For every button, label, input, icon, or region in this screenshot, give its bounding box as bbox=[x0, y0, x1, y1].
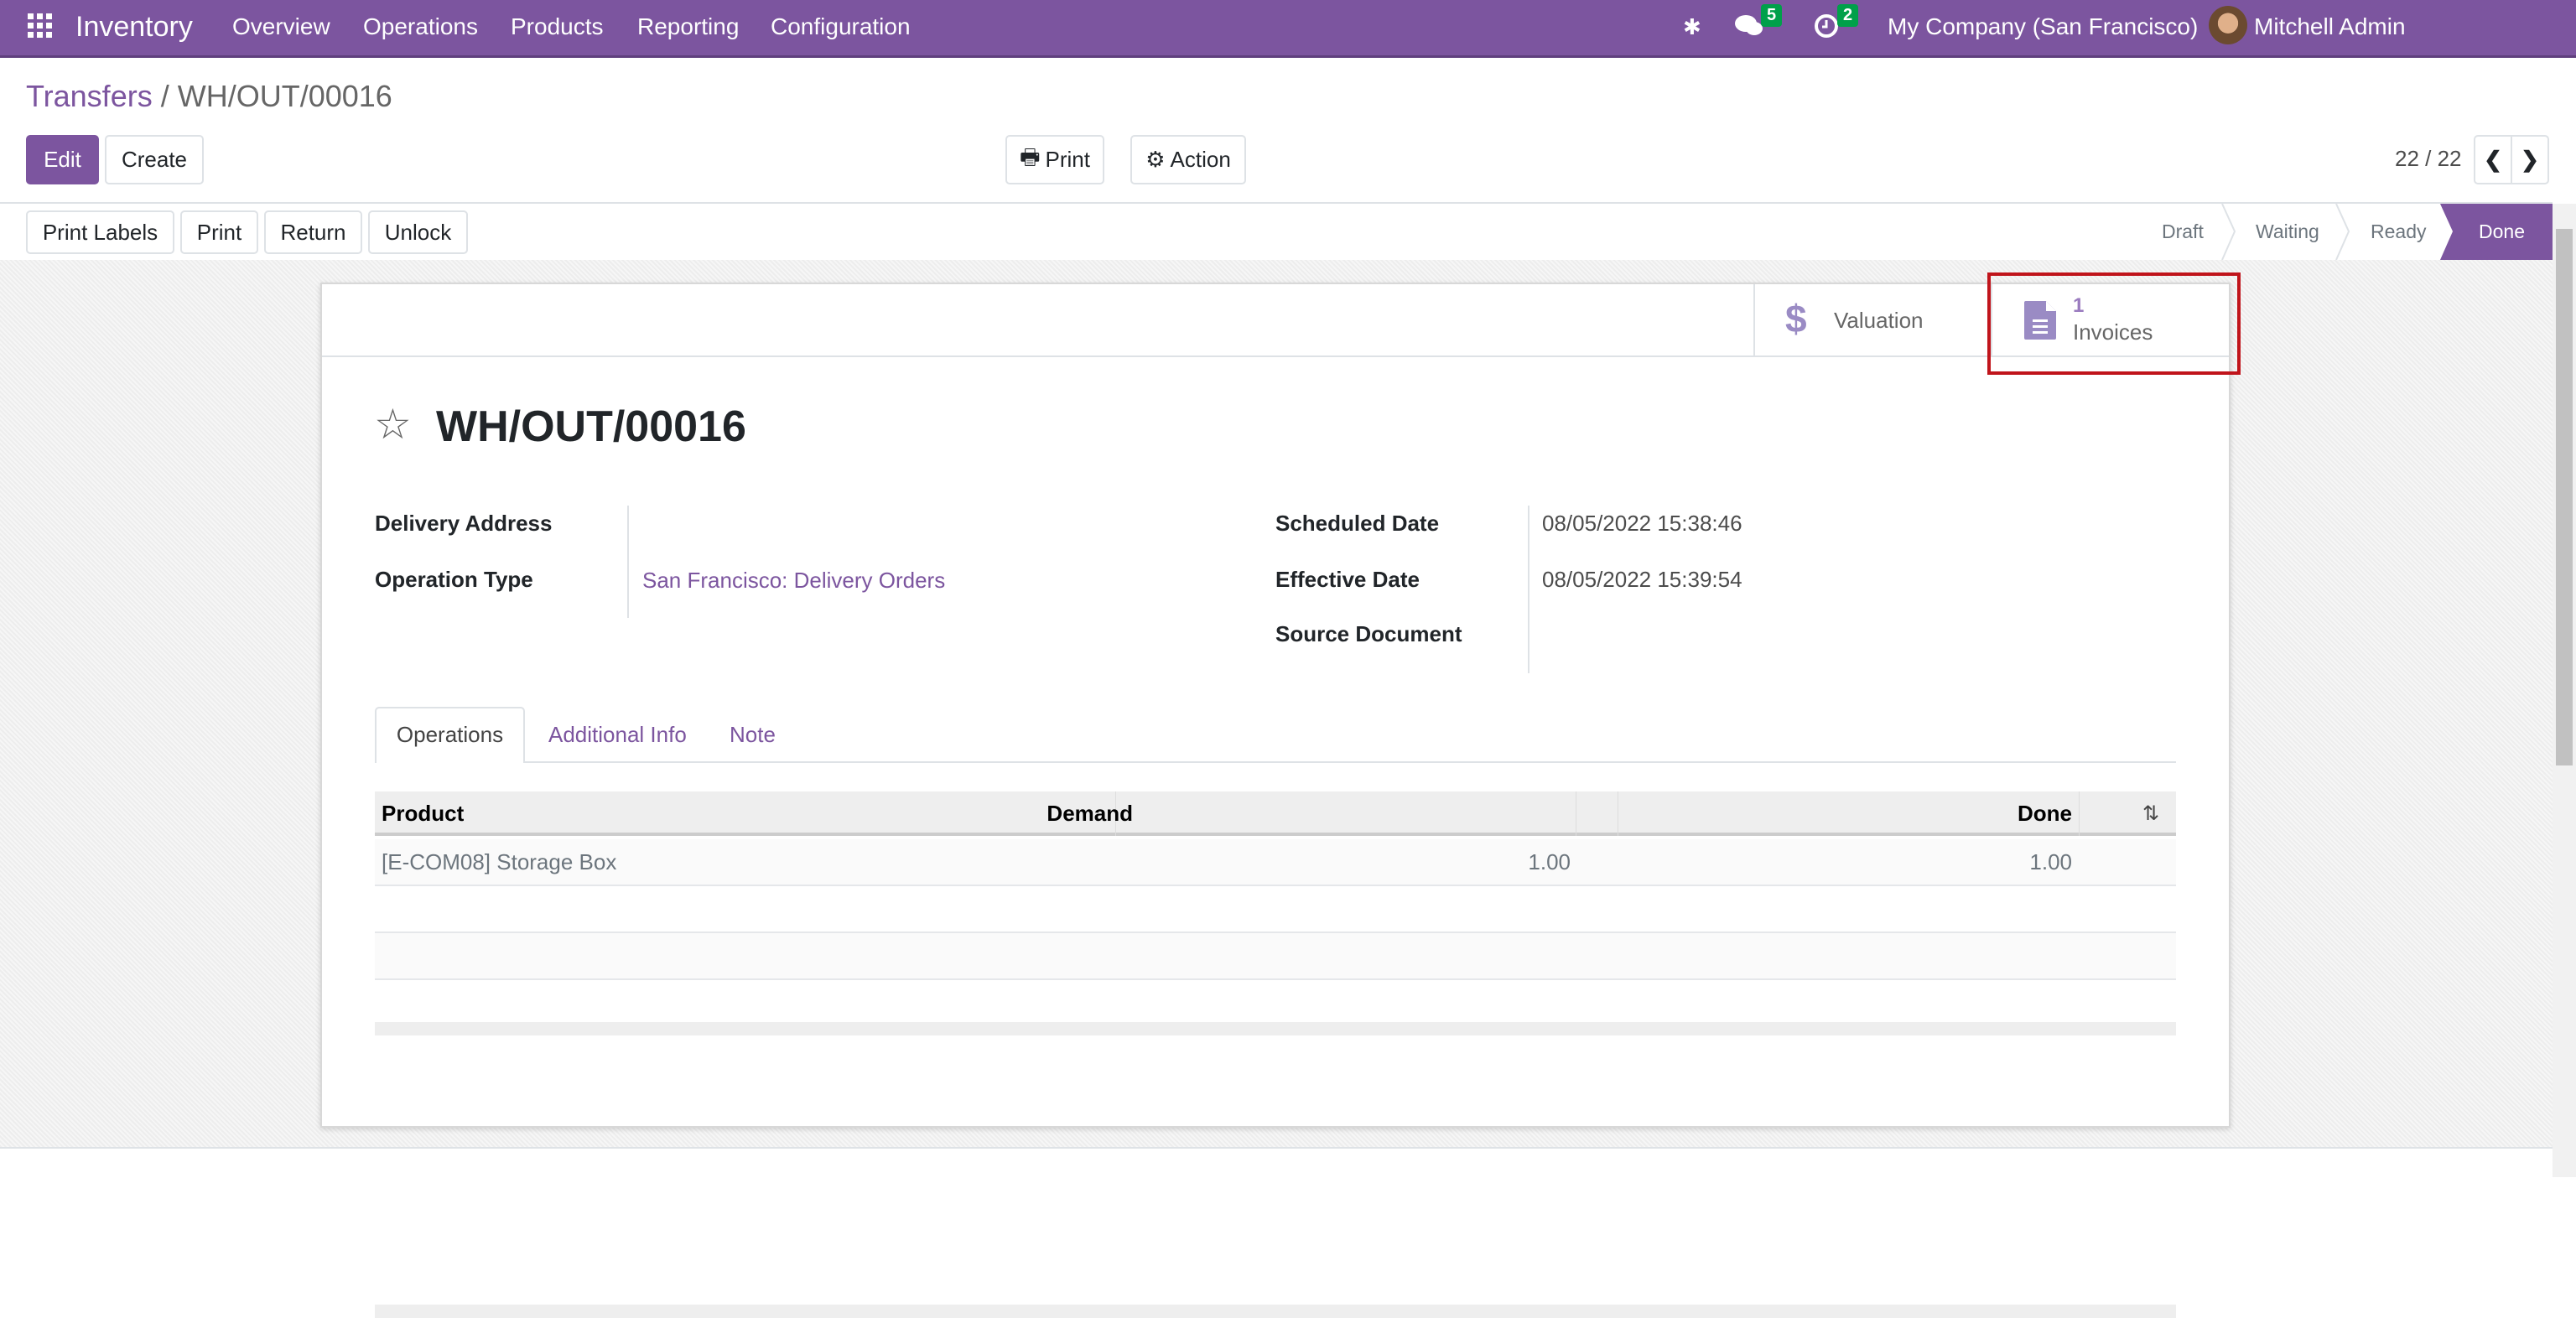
status-waiting[interactable]: Waiting bbox=[2256, 221, 2319, 242]
form-sheet: $ Valuation 1 Invoices ☆ WH/OUT/00016 De… bbox=[320, 283, 2231, 1318]
edit-button[interactable]: Edit bbox=[26, 135, 99, 184]
tab-additional-info[interactable]: Additional Info bbox=[548, 722, 687, 747]
tab-operations[interactable]: Operations bbox=[375, 707, 525, 763]
highlight-box bbox=[1987, 272, 2241, 375]
pager-previous-button[interactable]: ❮ bbox=[2474, 135, 2512, 184]
scheduled-date-value: 08/05/2022 15:38:46 bbox=[1542, 511, 1742, 536]
field-separator bbox=[1528, 506, 1530, 673]
valuation-label: Valuation bbox=[1834, 308, 1924, 333]
app-name[interactable]: Inventory bbox=[75, 11, 193, 43]
dollar-icon: $ bbox=[1785, 297, 1807, 340]
favorite-star-icon[interactable]: ☆ bbox=[374, 401, 412, 448]
col-done[interactable]: Done bbox=[2018, 801, 2072, 826]
action-menu-button[interactable]: ⚙ Action bbox=[1130, 135, 1246, 184]
status-ready[interactable]: Ready bbox=[2371, 221, 2427, 242]
operation-type-link[interactable]: San Francisco: Delivery Orders bbox=[642, 568, 946, 593]
record-title: WH/OUT/00016 bbox=[436, 402, 746, 451]
table-row-empty bbox=[375, 933, 2176, 980]
chevron-left-icon: ❮ bbox=[2484, 147, 2502, 172]
table-footer bbox=[375, 1305, 2176, 1318]
valuation-button[interactable]: $ Valuation bbox=[1753, 284, 1991, 355]
chevron-right-icon: ❯ bbox=[2521, 147, 2539, 172]
cell-demand: 1.00 bbox=[1528, 849, 1571, 874]
status-draft[interactable]: Draft bbox=[2162, 221, 2204, 242]
tabs-baseline bbox=[375, 761, 2176, 763]
table-row-empty bbox=[375, 980, 2176, 1027]
breadcrumb-current: WH/OUT/00016 bbox=[177, 79, 392, 113]
breadcrumb-separator: / bbox=[160, 79, 169, 113]
status-done-arrow bbox=[2440, 204, 2553, 260]
menu-configuration[interactable]: Configuration bbox=[771, 13, 911, 39]
effective-date-value: 08/05/2022 15:39:54 bbox=[1542, 567, 1742, 592]
print-labels-button[interactable]: Print Labels bbox=[26, 210, 174, 254]
breadcrumb: Transfers / WH/OUT/00016 bbox=[26, 79, 392, 114]
table-footer bbox=[375, 1022, 2176, 1035]
operation-type-label: Operation Type bbox=[375, 567, 533, 592]
top-navbar: Inventory Overview Operations Products R… bbox=[0, 0, 2576, 93]
field-separator bbox=[627, 506, 629, 618]
print-button[interactable]: Print bbox=[180, 210, 258, 254]
button-box-divider bbox=[322, 355, 2229, 357]
table-header: Product Demand Done ⇅ bbox=[375, 791, 2176, 836]
scrollbar-thumb[interactable] bbox=[2556, 229, 2573, 765]
messages-icon[interactable] bbox=[1734, 13, 1764, 39]
user-menu[interactable]: Mitchell Admin (master_data_b) bbox=[2254, 13, 2427, 93]
gear-icon: ⚙ bbox=[1145, 147, 1166, 172]
col-product[interactable]: Product bbox=[382, 801, 465, 826]
source-document-label: Source Document bbox=[1275, 621, 1462, 646]
user-avatar[interactable] bbox=[2209, 6, 2247, 44]
activity-clock-icon[interactable] bbox=[1813, 13, 1840, 39]
activities-badge: 2 bbox=[1837, 4, 1859, 27]
menu-operations[interactable]: Operations bbox=[363, 13, 478, 39]
divider bbox=[0, 202, 2553, 204]
tab-note[interactable]: Note bbox=[730, 722, 776, 747]
messages-badge: 5 bbox=[1761, 4, 1783, 27]
pager-value: 22 / 22 bbox=[2395, 146, 2462, 171]
delivery-address-label: Delivery Address bbox=[375, 511, 553, 536]
unlock-button[interactable]: Unlock bbox=[368, 210, 468, 254]
scheduled-date-label: Scheduled Date bbox=[1275, 511, 1440, 536]
menu-products[interactable]: Products bbox=[511, 13, 604, 39]
table-row-empty bbox=[375, 886, 2176, 933]
printer-icon: 🖶 bbox=[1019, 143, 1041, 169]
cell-product: [E-COM08] Storage Box bbox=[382, 849, 617, 874]
status-separators bbox=[2221, 204, 2350, 260]
scrollbar[interactable] bbox=[2553, 204, 2576, 1177]
print-menu-button[interactable]: 🖶 Print bbox=[1005, 135, 1104, 184]
invoices-label: Invoices bbox=[2073, 319, 2153, 345]
col-demand[interactable]: Demand bbox=[1046, 801, 1133, 826]
breadcrumb-transfers[interactable]: Transfers bbox=[26, 79, 153, 113]
footer-strip bbox=[0, 1147, 2553, 1177]
pager-next-button[interactable]: ❯ bbox=[2511, 135, 2549, 184]
menu-overview[interactable]: Overview bbox=[232, 13, 330, 39]
invoice-document-icon bbox=[2024, 301, 2056, 340]
invoices-button[interactable]: 1 Invoices bbox=[1991, 284, 2231, 355]
company-switcher[interactable]: My Company (San Francisco) bbox=[1888, 13, 2199, 39]
table-row[interactable]: [E-COM08] Storage Box 1.00 1.00 bbox=[375, 839, 2176, 886]
effective-date-label: Effective Date bbox=[1275, 567, 1420, 592]
debug-bug-icon[interactable]: ✱ bbox=[1683, 14, 1701, 39]
cell-done: 1.00 bbox=[2029, 849, 2072, 874]
operations-table: Product Demand Done ⇅ [E-COM08] Storage … bbox=[375, 791, 2176, 1318]
action-label: Action bbox=[1170, 147, 1231, 172]
optional-columns-icon[interactable]: ⇅ bbox=[2142, 802, 2160, 825]
status-done[interactable]: Done bbox=[2479, 221, 2525, 242]
create-button[interactable]: Create bbox=[105, 135, 204, 184]
invoices-count: 1 bbox=[2073, 294, 2085, 317]
return-button[interactable]: Return bbox=[264, 210, 362, 254]
print-label: Print bbox=[1045, 147, 1090, 172]
apps-menu-icon[interactable] bbox=[28, 13, 53, 39]
menu-reporting[interactable]: Reporting bbox=[637, 13, 740, 39]
